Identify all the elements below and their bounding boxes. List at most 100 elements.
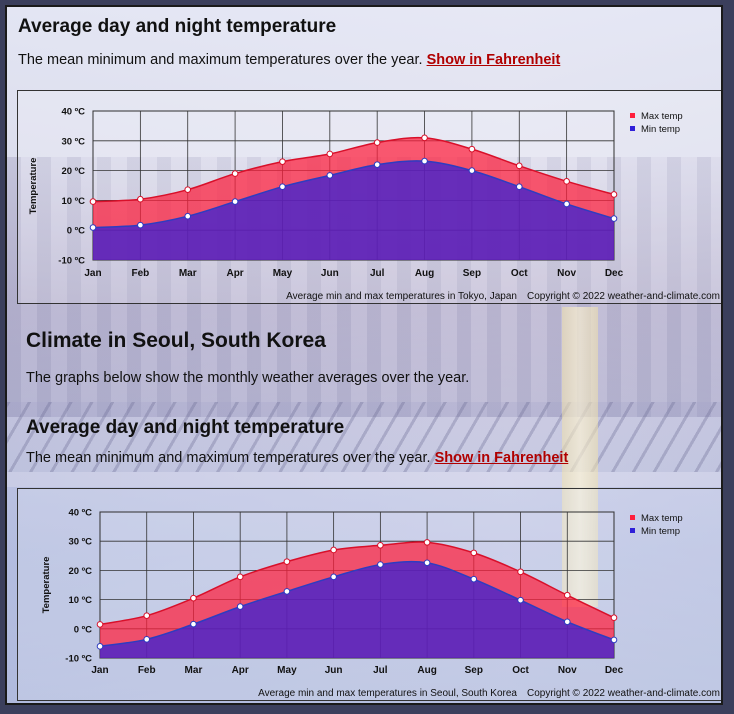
data-point-max-temp xyxy=(470,549,478,557)
data-point-max-temp xyxy=(143,612,151,619)
data-point-max-temp xyxy=(610,191,618,198)
y-tick-label: 0 ºC xyxy=(74,624,92,635)
data-point-min-temp xyxy=(610,215,618,222)
data-point-min-temp xyxy=(423,559,431,567)
data-point-max-temp xyxy=(377,541,384,549)
x-tick-label: Oct xyxy=(512,665,529,676)
chart-copyright: Copyright © 2022 weather-and-climate.com xyxy=(527,291,720,302)
data-point-max-temp xyxy=(330,546,337,554)
data-point-max-temp xyxy=(236,573,244,581)
seoul-intro: The graphs below show the monthly weathe… xyxy=(26,370,470,386)
data-point-min-temp xyxy=(468,167,476,174)
data-point-min-temp xyxy=(143,636,151,643)
background-bridge xyxy=(7,402,721,472)
x-tick-label: Jun xyxy=(321,268,339,279)
series-line-max-temp xyxy=(92,136,615,203)
data-point-max-temp xyxy=(468,145,476,153)
x-tick-label: Dec xyxy=(605,665,624,676)
seoul-temp-heading: Average day and night temperature xyxy=(26,417,345,438)
x-tick-label: Nov xyxy=(558,665,577,676)
data-point-max-temp xyxy=(563,178,570,185)
data-point-max-temp xyxy=(421,134,428,142)
data-point-max-temp xyxy=(137,195,144,203)
x-tick-label: Sep xyxy=(463,268,481,279)
seoul-fahrenheit-link[interactable]: Show in Fahrenheit xyxy=(434,450,569,466)
data-point-max-temp xyxy=(279,158,286,165)
data-point-max-temp xyxy=(190,594,197,602)
tokyo-temperature-chart: -10 ºC 0 ºC 10 ºC 20 ºC 30 ºC 40 ºC Jan Feb Mar A… xyxy=(28,107,720,303)
y-tick-label: 40 ºC xyxy=(68,508,92,519)
data-point-min-temp xyxy=(326,172,334,179)
x-tick-label: Feb xyxy=(131,268,149,279)
legend-label: Max temp xyxy=(641,513,683,524)
x-tick-label: Jul xyxy=(373,665,388,676)
data-point-max-temp xyxy=(423,539,431,546)
y-tick-label: 30 ºC xyxy=(61,136,85,147)
data-point-min-temp xyxy=(283,588,291,595)
series-line-min-temp xyxy=(99,560,615,648)
seoul-temperature-chart: -10 ºC 0 ºC 10 ºC 20 ºC 30 ºC 40 ºC Jan Feb Mar A… xyxy=(41,508,720,700)
y-tick-label: 10 ºC xyxy=(68,595,92,606)
data-point-min-temp xyxy=(137,221,144,229)
data-point-min-temp xyxy=(279,183,286,190)
data-point-min-temp xyxy=(610,636,618,644)
data-point-min-temp xyxy=(470,575,478,583)
data-point-min-temp xyxy=(377,561,384,568)
data-point-max-temp xyxy=(515,162,523,170)
page-frame: Average day and night temperature The me… xyxy=(5,5,723,705)
data-point-max-temp xyxy=(231,170,239,177)
x-tick-label: Jun xyxy=(325,665,343,676)
tokyo-fahrenheit-link[interactable]: Show in Fahrenheit xyxy=(426,52,561,68)
x-tick-label: May xyxy=(277,665,297,676)
x-tick-label: Apr xyxy=(232,665,249,676)
legend-swatch xyxy=(630,113,635,118)
x-tick-label: Dec xyxy=(605,268,624,279)
x-tick-label: Jul xyxy=(370,268,385,279)
y-tick-label: 30 ºC xyxy=(68,537,92,548)
x-tick-label: May xyxy=(273,268,293,279)
seoul-climate-title: Climate in Seoul, South Korea xyxy=(26,329,326,352)
legend-swatch xyxy=(630,515,635,520)
data-point-max-temp xyxy=(610,614,618,622)
y-tick-label: 10 ºC xyxy=(61,196,85,207)
y-tick-label: 0 ºC xyxy=(67,226,85,237)
x-tick-label: Sep xyxy=(465,665,483,676)
seoul-chart-box: -10 ºC 0 ºC 10 ºC 20 ºC 30 ºC 40 ºC Jan Feb Mar A… xyxy=(17,488,721,701)
data-point-min-temp xyxy=(515,183,523,190)
legend-label: Min temp xyxy=(641,124,680,135)
y-tick-label: 40 ºC xyxy=(61,107,85,118)
tokyo-chart-box: -10 ºC 0 ºC 10 ºC 20 ºC 30 ºC 40 ºC Jan Feb Mar A… xyxy=(17,90,721,304)
data-point-min-temp xyxy=(184,212,192,220)
series-area-min-temp xyxy=(100,561,614,658)
legend-label: Max temp xyxy=(641,111,683,122)
x-tick-label: Nov xyxy=(557,268,576,279)
chart-copyright: Copyright © 2022 weather-and-climate.com xyxy=(527,688,720,699)
x-tick-label: Jan xyxy=(91,665,108,676)
data-point-min-temp xyxy=(231,198,239,205)
data-point-min-temp xyxy=(373,161,381,168)
data-point-min-temp xyxy=(517,596,524,604)
data-point-min-temp xyxy=(563,200,570,208)
series-area-min-temp xyxy=(93,160,614,260)
seoul-temp-intro: The mean minimum and maximum temperature… xyxy=(26,450,568,466)
data-point-min-temp xyxy=(563,618,571,626)
legend-swatch xyxy=(630,126,635,131)
y-tick-label: -10 ºC xyxy=(58,256,85,267)
data-point-min-temp xyxy=(89,224,97,231)
data-point-max-temp xyxy=(96,621,104,628)
seoul-temp-intro-text: The mean minimum and maximum temperature… xyxy=(26,450,431,466)
data-point-min-temp xyxy=(190,620,197,628)
x-tick-label: Aug xyxy=(417,665,436,676)
x-tick-label: Apr xyxy=(226,268,243,279)
data-point-min-temp xyxy=(330,573,337,581)
data-point-max-temp xyxy=(89,198,97,205)
legend-swatch xyxy=(630,528,635,533)
background-tower xyxy=(562,307,598,607)
data-point-max-temp xyxy=(184,186,192,193)
legend-label: Min temp xyxy=(641,526,680,537)
y-axis-label: Temperature xyxy=(41,557,52,614)
chart-caption: Average min and max temperatures in Toky… xyxy=(286,291,517,302)
x-tick-label: Jan xyxy=(84,268,101,279)
data-point-max-temp xyxy=(326,150,334,158)
y-tick-label: 20 ºC xyxy=(61,166,85,177)
